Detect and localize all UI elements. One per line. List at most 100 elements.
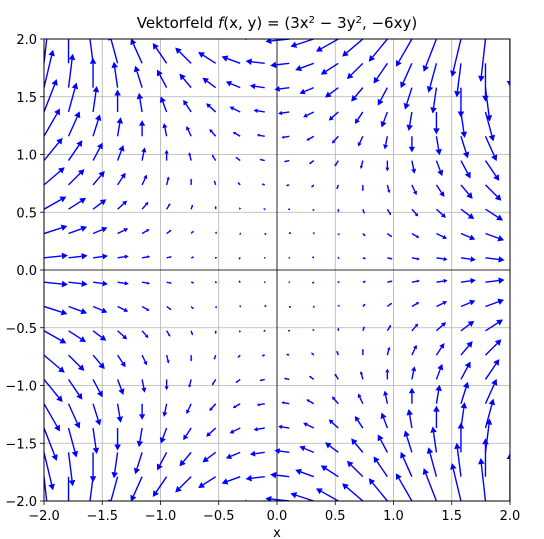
- vector-arrow: [206, 427, 217, 437]
- title-sup2: 2: [356, 15, 362, 26]
- vector-arrow: [426, 63, 438, 93]
- vector-arrow: [136, 92, 144, 113]
- vector-arrow: [509, 426, 510, 429]
- x-tick-label: 0.0: [267, 509, 288, 524]
- vector-arrow: [334, 373, 339, 380]
- vector-arrow: [44, 167, 65, 186]
- vector-arrow: [311, 184, 315, 188]
- vector-arrow: [509, 136, 510, 138]
- vector-arrow: [141, 330, 149, 339]
- title-mid: − 3y: [315, 14, 356, 32]
- vector-arrow: [259, 158, 265, 162]
- vector-arrow: [377, 87, 388, 106]
- vector-arrow: [460, 402, 468, 429]
- vector-arrow: [288, 305, 292, 309]
- vector-arrow: [189, 178, 193, 185]
- x-tick-label: 1.0: [383, 509, 404, 524]
- vector-arrow: [303, 111, 315, 118]
- vector-arrow: [44, 378, 63, 403]
- vector-arrow: [117, 281, 129, 286]
- vector-arrow: [385, 368, 390, 380]
- vector-arrow: [68, 197, 87, 210]
- ticks: −2.0 −1.5 −1.0 −0.5 0.0 0.5 1.0 1.5 2.0 −2.0 −1.5 −…: [5, 33, 520, 524]
- vector-arrow: [395, 473, 413, 501]
- vector-arrow: [68, 354, 85, 371]
- vector-arrow: [239, 232, 242, 235]
- vector-arrow: [478, 39, 487, 82]
- vector-arrow: [141, 201, 149, 210]
- vector-arrow: [484, 111, 496, 142]
- vector-arrow: [92, 199, 107, 210]
- vector-arrow: [221, 476, 241, 485]
- vector-arrow: [509, 160, 510, 162]
- vector-arrow: [362, 208, 365, 214]
- vector-arrow: [232, 403, 241, 409]
- vector-arrow: [460, 208, 475, 220]
- vector-arrow: [337, 256, 340, 259]
- vector-arrow: [411, 344, 417, 356]
- vector-arrow: [116, 354, 126, 368]
- vector-arrow: [165, 354, 170, 364]
- vector-arrow: [386, 232, 393, 238]
- vector-arrow: [288, 281, 291, 283]
- vector-arrow: [362, 303, 366, 307]
- vector-arrow: [433, 111, 440, 135]
- vector-arrow: [211, 379, 217, 386]
- vector-arrow: [232, 131, 241, 137]
- vector-arrow: [336, 184, 339, 190]
- vector-arrow: [435, 363, 444, 380]
- vector-arrow: [286, 353, 290, 356]
- x-tick-label: −1.0: [145, 509, 177, 524]
- vector-arrow: [237, 182, 241, 186]
- vector-arrow: [117, 228, 129, 235]
- title-prefix: Vektorfeld: [137, 14, 218, 32]
- vector-arrow: [320, 465, 339, 478]
- vector-arrow: [67, 140, 83, 161]
- vector-arrow: [44, 280, 68, 288]
- vector-arrow: [435, 160, 444, 177]
- vector-arrow: [107, 476, 119, 501]
- vector-arrow: [288, 231, 292, 235]
- vector-arrow: [408, 136, 415, 153]
- y-tick-label: 0.0: [16, 264, 37, 279]
- x-tick-label: 0.5: [325, 509, 346, 524]
- vector-arrow: [509, 329, 510, 331]
- vector-arrow: [460, 381, 470, 404]
- vector-arrow: [67, 39, 69, 40]
- vector-arrow: [225, 80, 241, 89]
- vector-arrow: [190, 305, 194, 310]
- vector-arrow: [92, 330, 107, 341]
- vector-arrow: [460, 320, 475, 332]
- vector-arrow: [89, 452, 97, 483]
- vector-arrow: [44, 330, 67, 344]
- vector-arrow: [139, 120, 146, 137]
- vector-arrow: [359, 160, 364, 169]
- vector-arrow: [433, 405, 440, 429]
- y-tick-label: −1.5: [5, 437, 37, 452]
- vector-arrow: [214, 330, 217, 335]
- vector-arrow: [509, 63, 510, 70]
- vector-arrow: [229, 427, 241, 434]
- vector-arrow: [299, 86, 315, 95]
- vector-arrow: [357, 393, 364, 405]
- vector-arrow: [141, 281, 151, 285]
- vector-arrow: [274, 448, 290, 454]
- vector-arrow: [186, 403, 192, 414]
- vector-arrow: [117, 330, 128, 340]
- vector-arrow: [383, 390, 389, 404]
- vector-arrow: [117, 305, 129, 312]
- vector-arrow: [387, 280, 393, 283]
- vector-arrow: [256, 403, 265, 407]
- vector-arrow: [270, 61, 290, 69]
- vector-arrow: [485, 256, 505, 263]
- vector-arrow: [136, 427, 144, 448]
- vector-arrow: [342, 483, 364, 501]
- vector-arrow: [509, 233, 510, 235]
- vector-arrow: [362, 326, 365, 332]
- vector-arrow: [211, 154, 217, 161]
- vector-arrow: [44, 427, 58, 461]
- vector-arrow: [67, 403, 81, 429]
- vector-arrow: [354, 415, 364, 429]
- arrow-field: [44, 39, 510, 501]
- vector-arrow: [141, 354, 148, 366]
